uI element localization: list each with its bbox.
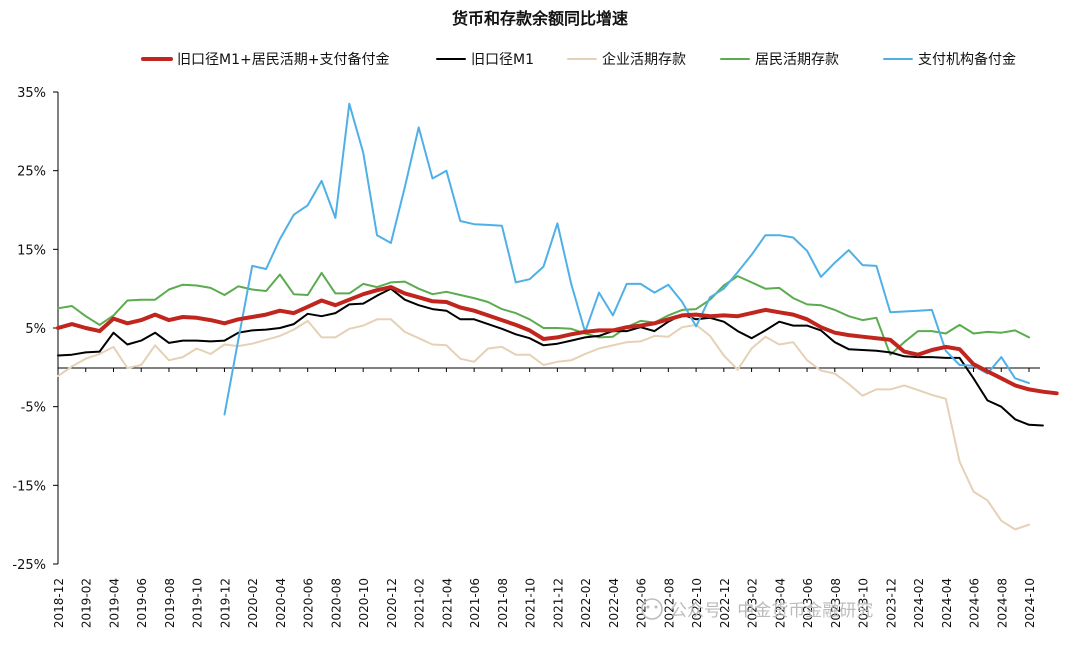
- x-tick-label: 2021-08: [496, 578, 510, 628]
- y-tick-label: 25%: [17, 165, 46, 180]
- y-tick-label: 15%: [17, 243, 46, 258]
- legend-label: 支付机构备付金: [918, 51, 1016, 68]
- x-tick-label: 2021-10: [524, 578, 538, 628]
- x-tick-label: 2022-02: [579, 578, 593, 628]
- x-tick-label: 2024-04: [940, 578, 954, 628]
- series-line-5: [223, 102, 1030, 416]
- x-tick-label: 2023-06: [801, 578, 815, 628]
- x-tick-label: 2022-12: [718, 578, 732, 628]
- x-tick-label: 2022-10: [690, 578, 704, 628]
- x-tick-label: 2022-04: [607, 578, 621, 628]
- x-tick-label: 2022-06: [635, 578, 649, 628]
- x-tick-label: 2023-08: [829, 578, 843, 628]
- legend-label: 企业活期存款: [602, 51, 686, 68]
- series-layer: [56, 102, 1059, 531]
- x-tick-label: 2023-10: [857, 578, 871, 628]
- x-tick-label: 2019-06: [135, 578, 149, 628]
- wechat-icon-eye-right: [654, 605, 658, 609]
- x-tick-label: 2020-04: [274, 578, 288, 628]
- chart-title: 货币和存款余额同比增速: [452, 9, 628, 28]
- x-axis: 2018-12 2019-02 2019-04 2019-06 2019-08 2019-…: [52, 367, 1040, 628]
- x-tick-label: 2019-08: [163, 578, 177, 628]
- x-tick-label: 2020-02: [246, 578, 260, 628]
- y-tick-label: 5%: [25, 322, 46, 337]
- watermark: 公众号 · 中金货币金融研究: [641, 598, 873, 621]
- x-tick-label: 2019-12: [218, 578, 232, 628]
- y-axis: 35% 25% 15% 5% -5% -15% -25%: [12, 86, 59, 573]
- series-line-3: [57, 318, 1030, 531]
- watermark-text: 公众号 · 中金货币金融研究: [670, 601, 873, 621]
- x-tick-label: 2019-10: [191, 578, 205, 628]
- y-tick-label: -25%: [12, 558, 46, 573]
- x-tick-label: 2019-02: [80, 578, 94, 628]
- x-tick-label: 2018-12: [52, 578, 66, 628]
- x-tick-label: 2021-04: [440, 578, 454, 628]
- series-line-2: [57, 287, 1044, 427]
- y-tick-label: 35%: [17, 86, 46, 101]
- x-tick-label: 2023-12: [884, 578, 898, 628]
- x-tick-label: 2019-04: [107, 578, 121, 628]
- series-line-1: [56, 285, 1059, 396]
- legend-label: 旧口径M1: [471, 52, 534, 68]
- x-tick-label: 2024-06: [968, 578, 982, 628]
- x-tick-label: 2020-06: [302, 578, 316, 628]
- x-tick-label: 2021-12: [551, 578, 565, 628]
- x-tick-label: 2020-10: [357, 578, 371, 628]
- x-tick-label: 2024-02: [912, 578, 926, 628]
- x-tick-label: 2023-04: [773, 578, 787, 628]
- y-tick-label: -15%: [12, 479, 46, 494]
- series-line-4: [57, 271, 1030, 356]
- x-tick-label: 2020-08: [329, 578, 343, 628]
- wechat-icon-eye-left: [646, 605, 650, 609]
- wechat-icon: [641, 598, 663, 620]
- x-tick-label: 2022-08: [662, 578, 676, 628]
- legend-label: 居民活期存款: [755, 52, 839, 68]
- x-tick-label: 2023-02: [746, 578, 760, 628]
- legend: 旧口径M1+居民活期+支付备付金 旧口径M1 企业活期存款 居民活期存款 支付机构备付金: [141, 51, 1016, 68]
- y-tick-label: -5%: [21, 401, 46, 416]
- legend-label: 旧口径M1+居民活期+支付备付金: [177, 51, 389, 68]
- x-tick-label: 2024-10: [1023, 578, 1037, 628]
- x-tick-label: 2020-12: [385, 578, 399, 628]
- x-tick-label: 2021-02: [413, 578, 427, 628]
- x-tick-label: 2021-06: [468, 578, 482, 628]
- x-tick-label: 2024-08: [995, 578, 1009, 628]
